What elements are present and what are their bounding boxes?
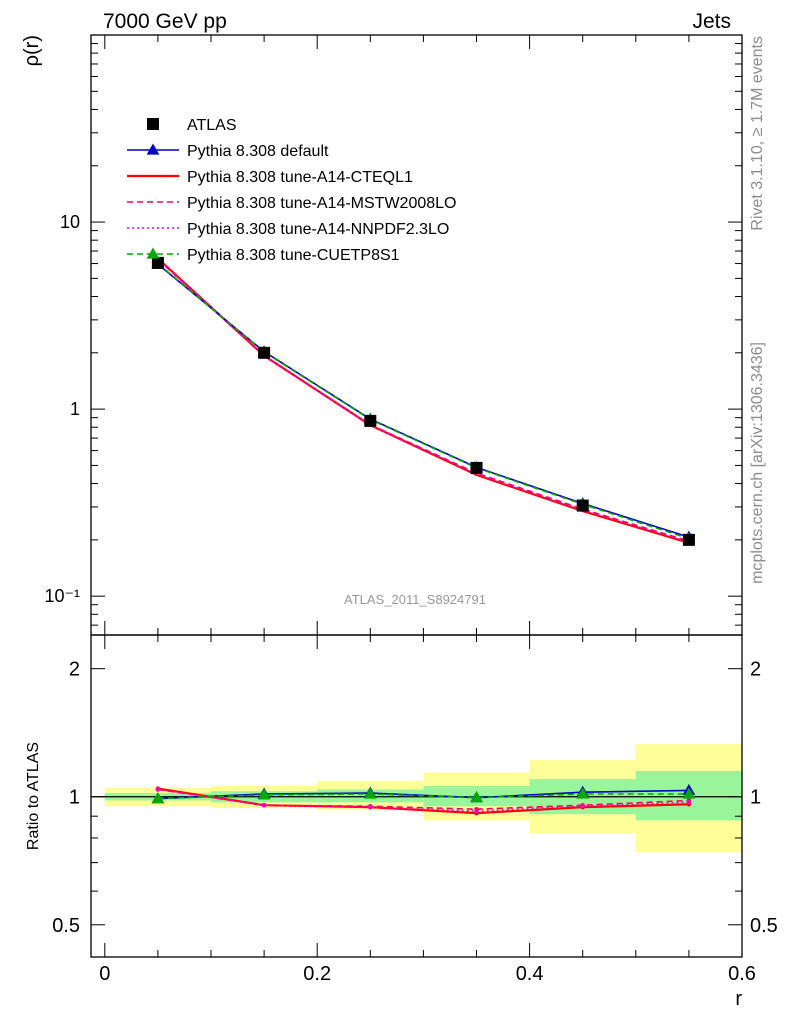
data-point	[576, 499, 589, 512]
series-3	[157, 259, 690, 542]
ratio-marker	[155, 787, 161, 792]
ratio-line	[157, 793, 689, 800]
ratio-panel: 0.5 0.5 1 1 2 2 0 0.2 0.4 0.6 Ratio to ATLAS r	[25, 634, 778, 1010]
main-y-axis-label: ρ(r)	[21, 35, 43, 66]
data-point	[470, 461, 483, 474]
ratio-marker	[474, 808, 479, 814]
x-tick-label: 0.4	[516, 963, 544, 985]
ratio-marker	[151, 792, 165, 804]
series-2	[157, 257, 690, 544]
x-axis-label: r	[735, 988, 742, 1010]
y-tick-label: 1	[70, 399, 80, 419]
main-panel: 10⁻¹ 1 10 ρ(r)	[21, 34, 743, 636]
series-line	[157, 263, 690, 538]
legend-label: Pythia 8.308 tune-CUETP8S1	[187, 247, 400, 264]
series-line	[157, 258, 690, 543]
data-point	[151, 256, 164, 269]
legend-item-2: Pythia 8.308 tune-A14-CTEQL1	[127, 169, 413, 186]
legend-marker	[146, 143, 160, 155]
ratio-marker	[257, 788, 271, 800]
side-label-lower: mcplots.cern.ch [arXiv:1306.3436]	[749, 342, 766, 584]
series-line	[157, 262, 690, 540]
legend-label: Pythia 8.308 tune-A14-CTEQL1	[187, 169, 413, 186]
legend-label: Pythia 8.308 tune-A14-NNPDF2.3LO	[187, 221, 449, 238]
legend-item-1: Pythia 8.308 default	[127, 143, 329, 160]
series-0	[151, 256, 695, 546]
legend-label: Pythia 8.308 tune-A14-MSTW2008LO	[187, 195, 456, 212]
ratio-y-tick-label: 1	[69, 787, 80, 809]
header-right: Jets	[692, 10, 731, 33]
legend-label: Pythia 8.308 default	[187, 143, 329, 160]
ratio-y-tick-label-right: 0.5	[750, 915, 778, 937]
ratio-marker	[363, 787, 377, 799]
legend-label: ATLAS	[187, 117, 237, 134]
legend-item-0: ATLAS	[147, 117, 237, 134]
ratio-marker	[576, 787, 590, 799]
legend-item-4: Pythia 8.308 tune-A14-NNPDF2.3LO	[127, 221, 449, 238]
legend: ATLAS Pythia 8.308 default Pythia 8.308 tu…	[127, 117, 456, 264]
series-4	[157, 258, 690, 543]
data-point	[258, 346, 271, 359]
series-line	[157, 257, 690, 544]
ratio-marker	[368, 804, 373, 810]
series-5	[151, 257, 696, 544]
ratio-line	[157, 788, 689, 812]
y-tick-label: 10	[60, 212, 80, 232]
series-line	[157, 259, 690, 542]
ratio-series-3	[155, 787, 692, 814]
series-1	[151, 257, 696, 542]
ratio-line	[157, 787, 689, 815]
legend-item-5: Pythia 8.308 tune-CUETP8S1	[127, 247, 400, 264]
x-tick-label: 0	[99, 963, 110, 985]
ratio-line	[157, 788, 689, 811]
ratio-marker	[682, 787, 696, 799]
ratio-marker	[580, 804, 585, 809]
legend-marker	[146, 247, 160, 259]
ratio-y-tick-label-right: 2	[750, 659, 761, 681]
header-left: 7000 GeV pp	[103, 10, 227, 33]
data-point	[682, 533, 695, 546]
data-point	[364, 414, 377, 427]
ratio-y-axis-label: Ratio to ATLAS	[25, 742, 42, 850]
uncertainty-bands	[104, 744, 742, 853]
y-tick-label: 10⁻¹	[44, 586, 80, 606]
ratio-frame	[90, 634, 743, 958]
side-label-upper: Rivet 3.1.10, ≥ 1.7M events	[749, 36, 766, 231]
legend-item-3: Pythia 8.308 tune-A14-MSTW2008LO	[127, 195, 456, 212]
ratio-marker	[261, 803, 267, 808]
ratio-y-tick-label: 2	[69, 659, 80, 681]
ratio-marker	[686, 800, 692, 805]
ratio-y-tick-label: 0.5	[52, 915, 80, 937]
x-tick-label: 0.6	[728, 963, 756, 985]
ratio-series-4	[151, 787, 696, 804]
ratio-marker	[470, 791, 483, 803]
ratio-y-tick-label-right: 1	[750, 787, 761, 809]
analysis-watermark: ATLAS_2011_S8924791	[344, 592, 486, 607]
legend-marker	[147, 118, 159, 130]
x-tick-label: 0.2	[303, 963, 331, 985]
